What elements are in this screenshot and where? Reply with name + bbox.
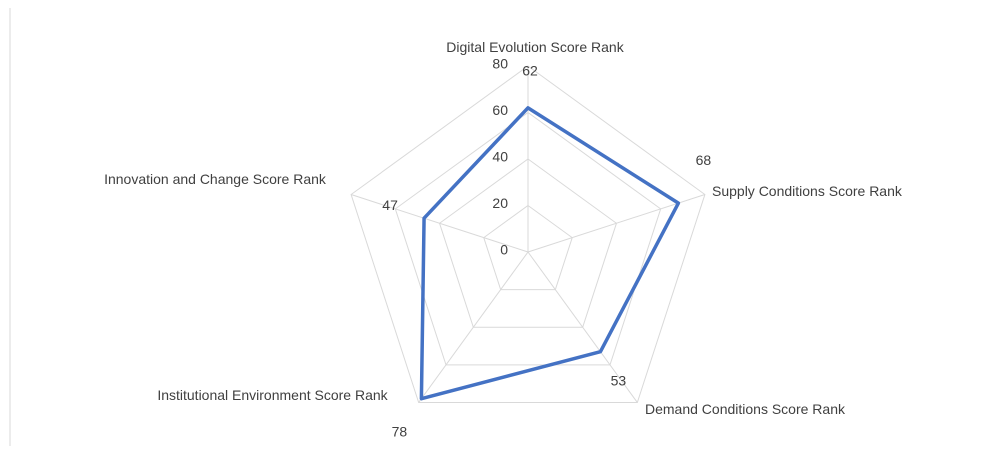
category-label: Institutional Environment Score Rank bbox=[157, 387, 388, 403]
data-label: 53 bbox=[611, 372, 627, 388]
grid-ring bbox=[483, 204, 573, 291]
axis-spoke bbox=[527, 251, 638, 403]
grid-ring bbox=[394, 111, 662, 366]
r-tick-label: 0 bbox=[500, 242, 508, 258]
axis-spoke bbox=[350, 194, 529, 253]
category-label: Supply Conditions Score Rank bbox=[712, 183, 902, 199]
category-label: Digital Evolution Score Rank bbox=[446, 39, 624, 55]
data-label: 62 bbox=[522, 63, 538, 79]
grid-ring bbox=[350, 65, 706, 403]
series-line bbox=[419, 106, 681, 401]
r-tick-label: 80 bbox=[492, 56, 508, 72]
r-tick-label: 60 bbox=[492, 102, 508, 118]
r-tick-label: 40 bbox=[492, 149, 508, 165]
data-label: 68 bbox=[696, 152, 712, 168]
axis-spoke bbox=[418, 251, 529, 403]
grid-ring bbox=[438, 158, 618, 328]
data-label: 78 bbox=[392, 423, 408, 439]
axis-spoke bbox=[527, 194, 706, 253]
data-label: 47 bbox=[382, 197, 398, 213]
category-label: Demand Conditions Score Rank bbox=[645, 401, 845, 417]
r-tick-label: 20 bbox=[492, 195, 508, 211]
category-label: Innovation and Change Score Rank bbox=[104, 171, 326, 187]
